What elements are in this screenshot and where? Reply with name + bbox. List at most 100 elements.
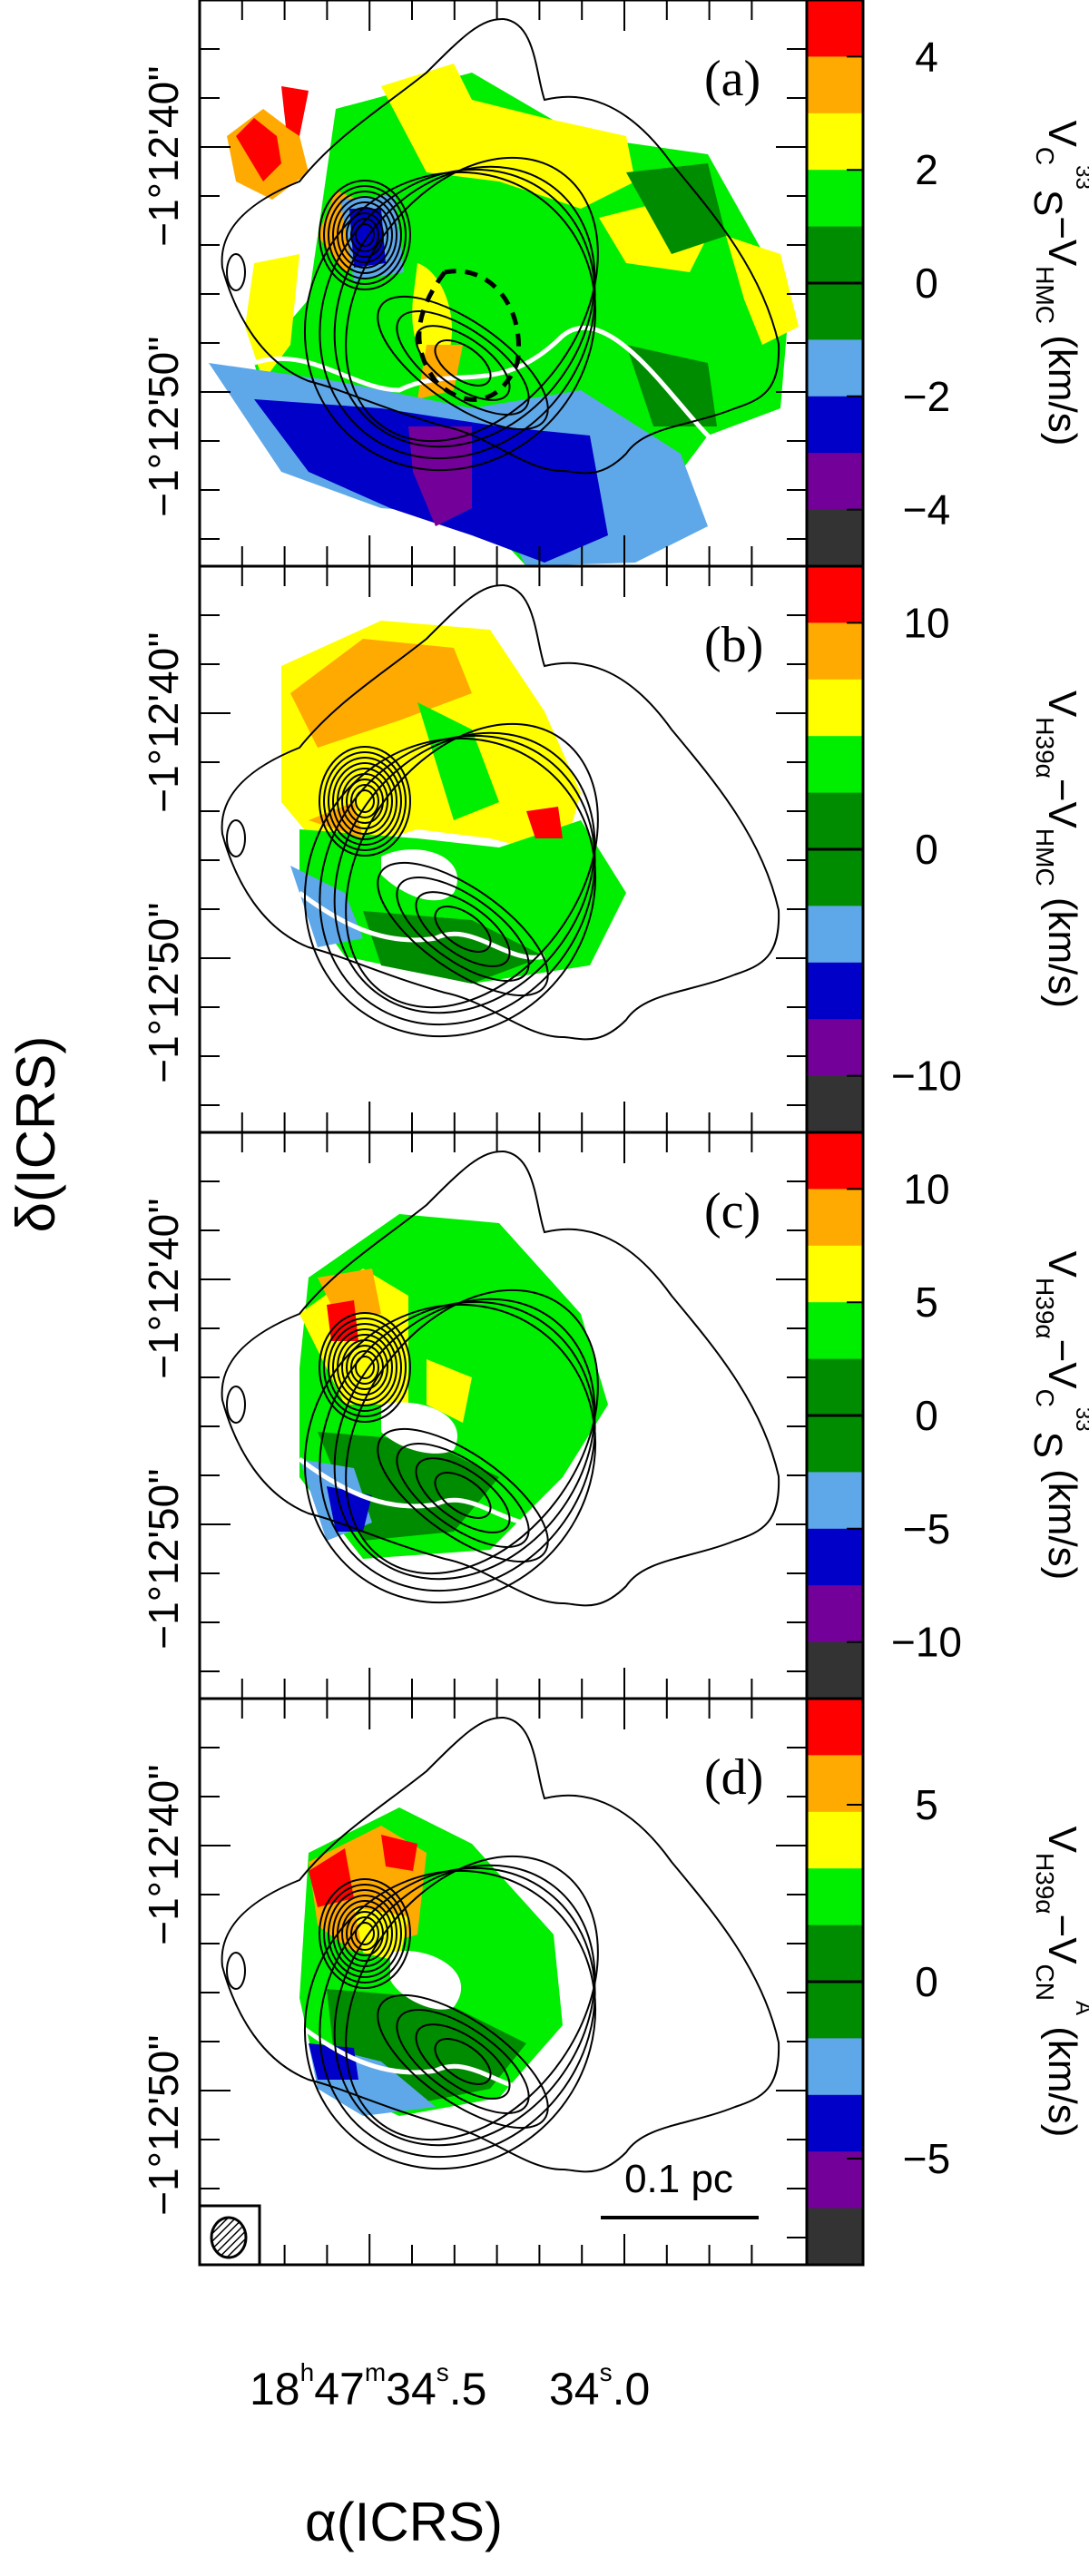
colorbar-bin: [807, 113, 863, 171]
colorbar-bin: [807, 792, 863, 850]
colorbar-bin: [807, 1925, 863, 1983]
ra-tick-label: 34s.0: [549, 2358, 650, 2414]
colorbar-title-part: C: [1031, 147, 1059, 165]
continuum-contour: [396, 877, 530, 982]
colorbar-bin: [807, 339, 863, 397]
peak-contour: [341, 1905, 388, 1962]
colorbar-title-part: (km/s): [1040, 324, 1084, 446]
colorbar-title-part: HMC: [1031, 266, 1059, 324]
velocity-region: [290, 866, 363, 947]
colorbar-bin: [807, 1982, 863, 2039]
velocity-map: [209, 17, 799, 566]
colorbar-title: VH39α−VC 33S (km/s): [1025, 1251, 1089, 1581]
peak-contour: [328, 1323, 402, 1412]
continuum-contour: [333, 731, 596, 1014]
velocity-region: [349, 209, 386, 268]
x-axis-label: α(ICRS): [305, 2492, 503, 2552]
colorbar-bin: [807, 1755, 863, 1813]
dec-tick-label: −1°12'40'': [140, 1764, 187, 1945]
continuum-contour: [396, 2009, 530, 2114]
colorbar-bin: [807, 283, 863, 340]
zero-velocity-contour: [253, 326, 746, 547]
peak-contour: [332, 1895, 397, 1973]
colorbar: 10 5 0 −5 −10: [805, 1131, 962, 1700]
colorbar-tick-label: 10: [903, 599, 949, 646]
peak-contour: [319, 1312, 411, 1423]
dashed-region-outline: [417, 269, 521, 402]
colorbar: 4 2 0 −2 −4: [805, 0, 950, 568]
colorbar-bin: [807, 962, 863, 1020]
velocity-region: [318, 1268, 381, 1314]
peak-contour: [355, 1356, 375, 1379]
dec-tick-label: −1°12'40'': [140, 632, 187, 813]
colorbar-title-part: H39α: [1031, 717, 1059, 779]
continuum-contour: [396, 1443, 530, 1548]
dec-tick-label: −1°12'50'': [140, 336, 187, 517]
continuum-contour: [319, 1866, 596, 2159]
peak-contour: [319, 746, 411, 857]
continuum-contour: [221, 17, 780, 475]
peak-contour: [332, 762, 397, 840]
velocity-region: [427, 1359, 472, 1423]
peak-contour: [341, 1339, 388, 1396]
continuum-contour: [415, 891, 511, 967]
continuum-contour: [434, 2038, 492, 2085]
peak-contour: [350, 218, 379, 252]
colorbar-title-part: C: [1031, 1389, 1059, 1407]
colorbar-title-part: V: [1040, 121, 1084, 148]
colorbar-tick-label: 4: [915, 33, 938, 80]
peak-contour: [346, 1911, 384, 1956]
velocity-region: [526, 807, 563, 838]
colorbar-bin: [807, 170, 863, 228]
colorbar-bin: [807, 396, 863, 454]
colorbar-bin: [807, 1189, 863, 1247]
colorbar-bin: [807, 1472, 863, 1530]
continuum-contour: [319, 1300, 596, 1592]
continuum-contour: [226, 1386, 246, 1424]
continuum-contour: [319, 734, 596, 1026]
peak-contour: [350, 1916, 379, 1951]
ra-tick-label: 18h47m34s.5: [250, 2358, 486, 2414]
panel-label: (d): [704, 1749, 763, 1806]
peak-contour: [337, 201, 393, 269]
colorbar-tick-label: −4: [903, 486, 950, 534]
peak-contour: [355, 1922, 375, 1945]
colorbar-title-part: V: [1040, 1827, 1084, 1854]
colorbar-title-part: V: [1040, 1251, 1084, 1278]
colorbar-bin: [807, 1641, 863, 1699]
panel-c: (c) −1°12'40'' −1°12'50'' 10 5 0 −5 −10 VH39α−VC…: [140, 1131, 1089, 1700]
velocity-map: [221, 1150, 780, 1607]
colorbar-title-part: −V: [1040, 1339, 1084, 1390]
panel-label: (c): [704, 1183, 760, 1239]
colorbar-title-part: HMC: [1031, 828, 1059, 886]
continuum-contour: [333, 1298, 596, 1581]
velocity-region: [412, 263, 453, 365]
peak-contour: [319, 180, 411, 290]
scale-bar-label: 0.1 pc: [624, 2157, 733, 2201]
velocity-region: [626, 345, 717, 426]
panel-d: (d) −1°12'40'' −1°12'50'' 5 0 −5 VH39α−VCN A (k…: [140, 1697, 1089, 2267]
dec-tick-label: −1°12'50'': [140, 902, 187, 1083]
velocity-map: [221, 583, 780, 1041]
colorbar-bin: [807, 1245, 863, 1303]
colorbar-bin: [807, 679, 863, 737]
colorbar-tick-label: 0: [915, 1392, 938, 1439]
colorbar-title-part: H39α: [1031, 1278, 1059, 1339]
colorbar-bin: [807, 2208, 863, 2266]
continuum-contour: [434, 906, 492, 953]
colorbar-bin: [807, 2038, 863, 2096]
y-axis-label: δ(ICRS): [5, 1036, 66, 1233]
colorbar-tick-label: −2: [903, 373, 950, 420]
colorbar-bin: [807, 1868, 863, 1926]
peak-contour: [323, 1884, 407, 1983]
colorbar-bin: [807, 2151, 863, 2209]
colorbar-tick-label: 5: [915, 1781, 938, 1828]
colorbar-tick-label: −5: [903, 1505, 950, 1552]
velocity-region: [417, 702, 499, 820]
colorbar-title-part: 33: [1071, 165, 1089, 190]
colorbar: 10 0 −10: [805, 564, 962, 1134]
peak-contour: [350, 1350, 379, 1385]
velocity-region: [381, 1402, 457, 1454]
peak-contour: [346, 1345, 384, 1390]
